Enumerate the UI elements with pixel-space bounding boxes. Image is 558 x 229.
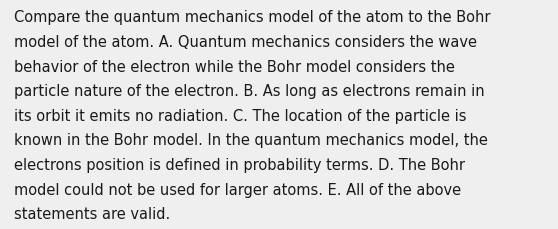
Text: statements are valid.: statements are valid. [14,206,170,221]
Text: particle nature of the electron. B. As long as electrons remain in: particle nature of the electron. B. As l… [14,84,484,99]
Text: behavior of the electron while the Bohr model considers the: behavior of the electron while the Bohr … [14,59,455,74]
Text: known in the Bohr model. In the quantum mechanics model, the: known in the Bohr model. In the quantum … [14,133,488,148]
Text: its orbit it emits no radiation. C. The location of the particle is: its orbit it emits no radiation. C. The … [14,108,466,123]
Text: model of the atom. A. Quantum mechanics considers the wave: model of the atom. A. Quantum mechanics … [14,35,477,50]
Text: electrons position is defined in probability terms. D. The Bohr: electrons position is defined in probabi… [14,157,465,172]
Text: model could not be used for larger atoms. E. All of the above: model could not be used for larger atoms… [14,182,461,197]
Text: Compare the quantum mechanics model of the atom to the Bohr: Compare the quantum mechanics model of t… [14,10,490,25]
